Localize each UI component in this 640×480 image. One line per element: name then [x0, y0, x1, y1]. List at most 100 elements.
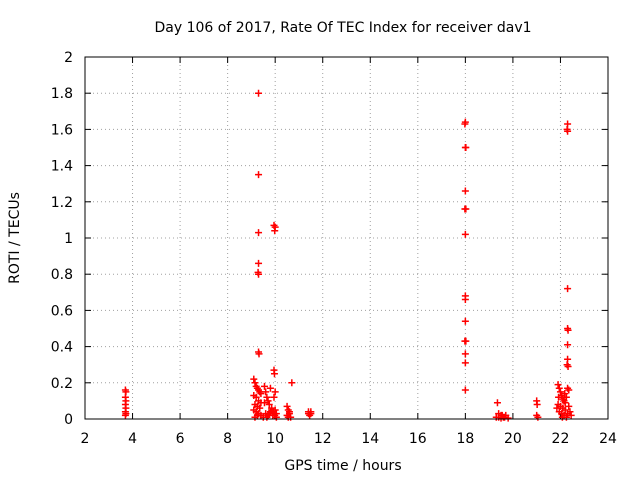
y-tick-label: 0.6	[51, 303, 73, 319]
data-point	[561, 390, 569, 398]
data-point	[567, 411, 575, 419]
x-tick-label: 24	[599, 431, 617, 447]
data-point	[564, 127, 572, 135]
data-point	[492, 413, 500, 421]
x-tick-label: 8	[223, 431, 232, 447]
data-point	[255, 229, 263, 237]
data-point	[271, 227, 279, 235]
axis-ticks: 2 4 6 8 10 12 14 16 18 20 22 2400.20.40.60.811.21.4…	[51, 50, 617, 447]
data-point	[270, 370, 278, 378]
y-tick-label: 1.6	[51, 122, 73, 138]
data-point	[554, 381, 562, 389]
data-point	[553, 404, 561, 412]
data-point	[555, 393, 563, 401]
data-point	[270, 393, 278, 401]
data-point	[556, 388, 564, 396]
data-point	[269, 408, 277, 416]
data-point	[121, 411, 129, 419]
x-tick-label: 16	[409, 431, 427, 447]
data-point	[264, 397, 272, 405]
data-point	[252, 393, 260, 401]
x-tick-label: 12	[314, 431, 332, 447]
data-point	[251, 379, 259, 387]
data-point	[564, 326, 572, 334]
data-point	[272, 413, 280, 421]
x-axis-label: GPS time / hours	[284, 458, 401, 474]
data-point	[255, 270, 263, 278]
x-tick-label: 22	[552, 431, 570, 447]
data-point	[260, 399, 268, 407]
data-point	[283, 402, 291, 410]
data-point	[462, 205, 470, 213]
y-tick-label: 1	[64, 231, 73, 247]
data-point	[564, 285, 572, 293]
data-point	[307, 408, 315, 416]
y-tick-label: 0.8	[51, 267, 73, 283]
x-tick-label: 6	[176, 431, 185, 447]
data-point	[562, 393, 570, 401]
data-point	[262, 388, 270, 396]
data-point	[257, 390, 265, 398]
data-point	[260, 382, 268, 390]
data-point	[265, 401, 273, 409]
data-point	[461, 359, 469, 367]
data-point	[565, 386, 573, 394]
y-tick-label: 1.8	[51, 86, 73, 102]
data-point	[533, 401, 541, 409]
data-point	[461, 350, 469, 358]
chart-title: Day 106 of 2017, Rate Of TEC Index for r…	[154, 20, 531, 36]
y-tick-label: 2	[64, 50, 73, 66]
data-point	[558, 413, 566, 421]
data-point	[462, 337, 470, 345]
data-point	[263, 413, 271, 421]
data-point	[253, 411, 261, 419]
data-point	[564, 363, 572, 371]
data-point	[564, 341, 572, 349]
data-point	[461, 187, 469, 195]
data-point	[534, 413, 542, 421]
x-tick-label: 2	[81, 431, 90, 447]
data-point	[566, 408, 574, 416]
data-point	[461, 317, 469, 325]
data-point	[250, 375, 258, 383]
data-point	[255, 350, 263, 358]
x-tick-label: 14	[361, 431, 379, 447]
data-point	[461, 296, 469, 304]
data-point	[461, 386, 469, 394]
grid-lines	[85, 57, 608, 419]
data-point	[263, 393, 271, 401]
data-point	[497, 414, 505, 422]
data-point	[561, 399, 569, 407]
data-point	[256, 404, 264, 412]
x-tick-label: 18	[456, 431, 474, 447]
x-tick-label: 10	[266, 431, 284, 447]
y-tick-label: 1.2	[51, 195, 73, 211]
data-point	[461, 230, 469, 238]
data-point	[288, 379, 296, 387]
data-point	[555, 384, 563, 392]
y-tick-label: 0.2	[51, 376, 73, 392]
y-axis-label: ROTI / TECUs	[7, 192, 23, 284]
y-tick-label: 0	[64, 412, 73, 428]
data-point	[565, 402, 573, 410]
x-tick-label: 20	[504, 431, 522, 447]
data-point	[265, 410, 273, 418]
data-point	[284, 413, 292, 421]
data-point	[255, 171, 263, 179]
data-point	[504, 414, 512, 422]
data-point	[271, 388, 279, 396]
y-tick-label: 0.4	[51, 340, 73, 356]
y-tick-label: 1.4	[51, 159, 73, 175]
data-point	[266, 384, 274, 392]
data-point	[255, 89, 263, 97]
data-point	[255, 259, 263, 267]
data-point	[462, 144, 470, 151]
x-tick-label: 4	[128, 431, 137, 447]
plot-frame	[84, 56, 609, 420]
data-points	[121, 89, 575, 422]
data-point	[285, 408, 293, 416]
data-point	[461, 120, 469, 128]
data-point	[561, 406, 569, 414]
data-point	[493, 399, 501, 407]
